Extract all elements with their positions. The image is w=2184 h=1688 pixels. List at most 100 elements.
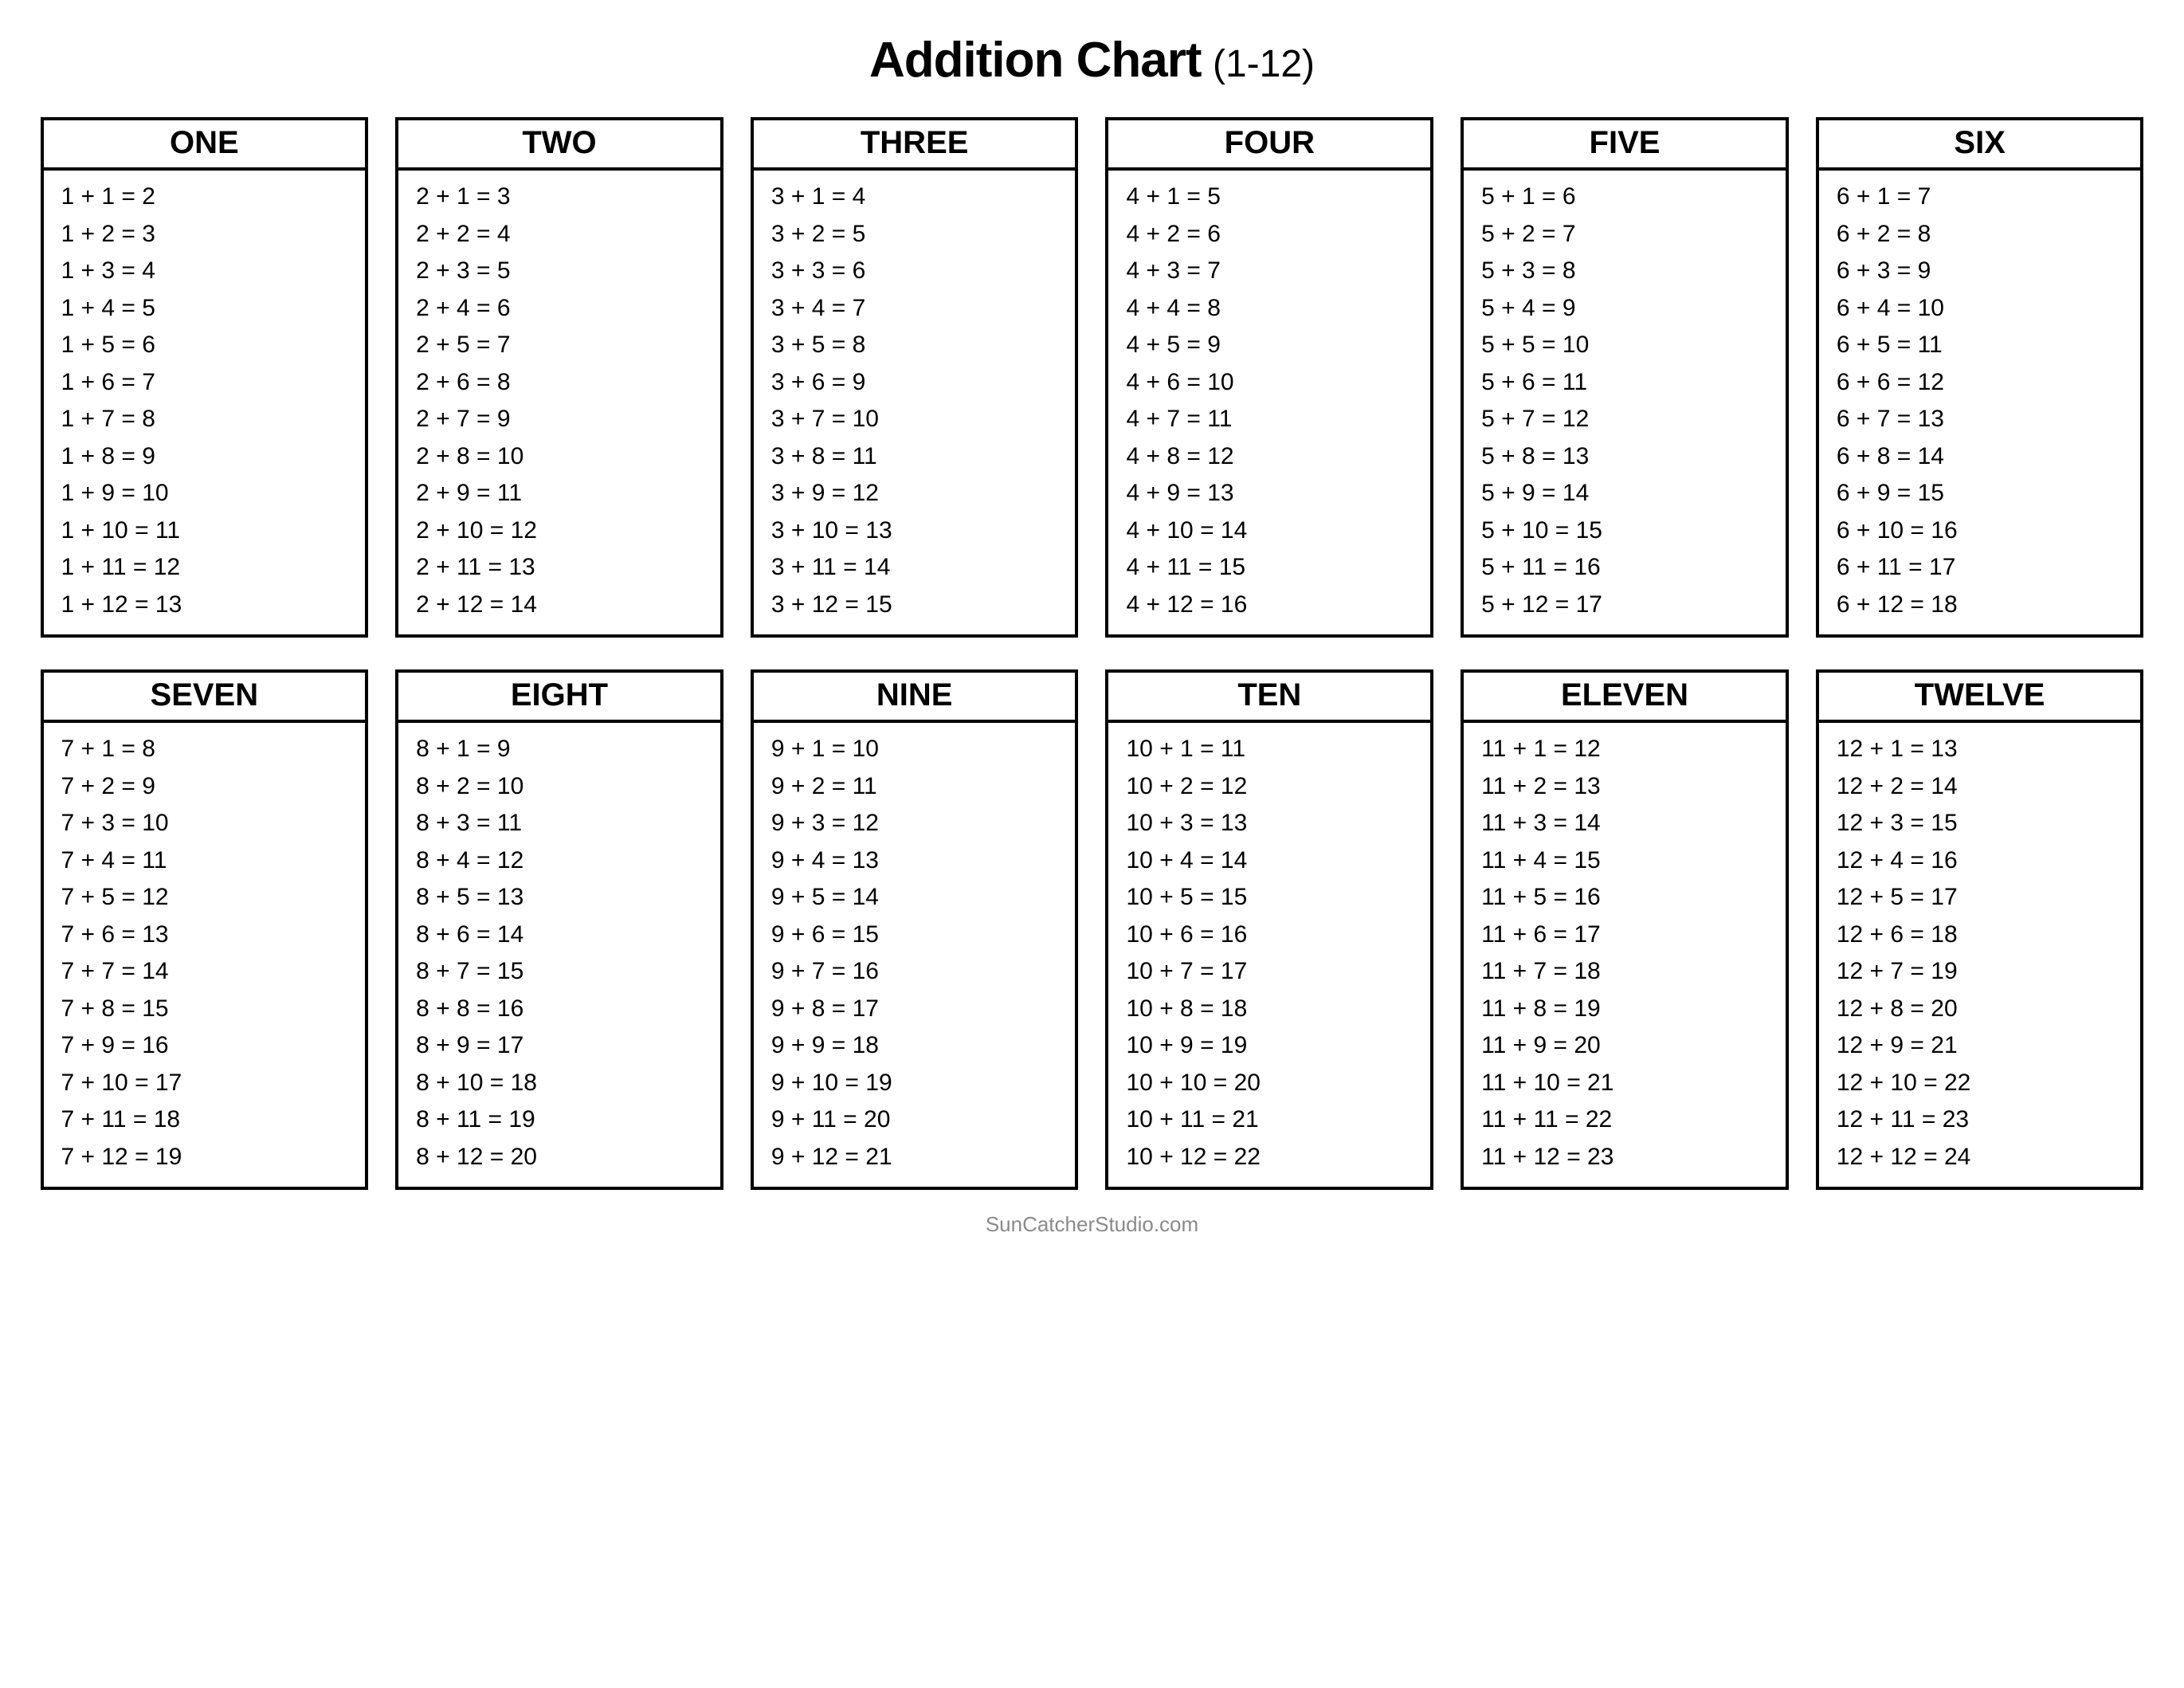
equation-row: 5 + 10 = 15 [1481, 512, 1771, 550]
equation-row: 11 + 10 = 21 [1481, 1065, 1771, 1102]
equation-row: 7 + 4 = 11 [61, 842, 351, 880]
equation-row: 4 + 2 = 6 [1126, 216, 1416, 253]
equation-row: 4 + 12 = 16 [1126, 587, 1416, 624]
addition-card-3: THREE3 + 1 = 43 + 2 = 53 + 3 = 63 + 4 = … [751, 117, 1079, 638]
equation-row: 11 + 1 = 12 [1481, 731, 1771, 768]
equation-row: 3 + 11 = 14 [771, 549, 1061, 587]
card-header: TEN [1108, 673, 1430, 723]
equation-row: 10 + 4 = 14 [1126, 842, 1416, 880]
addition-card-11: ELEVEN11 + 1 = 1211 + 2 = 1311 + 3 = 141… [1461, 669, 1789, 1190]
equation-row: 7 + 11 = 18 [61, 1101, 351, 1139]
equation-row: 1 + 11 = 12 [61, 549, 351, 587]
addition-card-6: SIX6 + 1 = 76 + 2 = 86 + 3 = 96 + 4 = 10… [1816, 117, 2144, 638]
equation-row: 8 + 3 = 11 [416, 805, 706, 842]
equation-row: 6 + 4 = 10 [1837, 290, 2127, 328]
equation-row: 9 + 1 = 10 [771, 731, 1061, 768]
equation-row: 4 + 11 = 15 [1126, 549, 1416, 587]
addition-card-5: FIVE5 + 1 = 65 + 2 = 75 + 3 = 85 + 4 = 9… [1461, 117, 1789, 638]
equation-row: 10 + 11 = 21 [1126, 1101, 1416, 1139]
equation-row: 8 + 7 = 15 [416, 953, 706, 991]
equation-row: 10 + 8 = 18 [1126, 991, 1416, 1028]
equation-row: 6 + 1 = 7 [1837, 179, 2127, 216]
addition-card-1: ONE1 + 1 = 21 + 2 = 31 + 3 = 41 + 4 = 51… [41, 117, 369, 638]
equation-row: 2 + 3 = 5 [416, 253, 706, 290]
equation-row: 12 + 2 = 14 [1837, 768, 2127, 806]
equation-row: 3 + 7 = 10 [771, 401, 1061, 438]
equation-row: 2 + 10 = 12 [416, 512, 706, 550]
equation-row: 3 + 3 = 6 [771, 253, 1061, 290]
equation-row: 12 + 1 = 13 [1837, 731, 2127, 768]
title-main: Addition Chart [869, 33, 1202, 88]
equation-row: 7 + 6 = 13 [61, 917, 351, 954]
equation-row: 6 + 7 = 13 [1837, 401, 2127, 438]
equation-row: 9 + 10 = 19 [771, 1065, 1061, 1102]
card-header: THREE [754, 120, 1076, 171]
equation-row: 3 + 2 = 5 [771, 216, 1061, 253]
equation-row: 1 + 5 = 6 [61, 327, 351, 364]
equation-row: 10 + 5 = 15 [1126, 879, 1416, 917]
card-header: FOUR [1108, 120, 1430, 171]
equation-row: 12 + 4 = 16 [1837, 842, 2127, 880]
equation-row: 12 + 11 = 23 [1837, 1101, 2127, 1139]
equation-row: 11 + 11 = 22 [1481, 1101, 1771, 1139]
equation-row: 7 + 3 = 10 [61, 805, 351, 842]
equation-row: 2 + 6 = 8 [416, 364, 706, 402]
equation-row: 5 + 2 = 7 [1481, 216, 1771, 253]
equation-row: 7 + 8 = 15 [61, 991, 351, 1028]
equation-row: 11 + 5 = 16 [1481, 879, 1771, 917]
equation-row: 10 + 10 = 20 [1126, 1065, 1416, 1102]
addition-card-10: TEN10 + 1 = 1110 + 2 = 1210 + 3 = 1310 +… [1105, 669, 1433, 1190]
equation-row: 9 + 2 = 11 [771, 768, 1061, 806]
equation-row: 4 + 5 = 9 [1126, 327, 1416, 364]
equation-row: 11 + 12 = 23 [1481, 1139, 1771, 1176]
equation-row: 2 + 8 = 10 [416, 438, 706, 476]
equation-row: 7 + 9 = 16 [61, 1027, 351, 1065]
equation-row: 8 + 2 = 10 [416, 768, 706, 806]
equation-row: 5 + 8 = 13 [1481, 438, 1771, 476]
card-header: FIVE [1464, 120, 1786, 171]
equation-row: 10 + 2 = 12 [1126, 768, 1416, 806]
equation-row: 8 + 1 = 9 [416, 731, 706, 768]
equation-row: 12 + 8 = 20 [1837, 991, 2127, 1028]
equation-row: 1 + 4 = 5 [61, 290, 351, 328]
title-sub: (1-12) [1213, 43, 1315, 85]
equation-row: 7 + 5 = 12 [61, 879, 351, 917]
card-header: TWELVE [1819, 673, 2141, 723]
equation-row: 2 + 11 = 13 [416, 549, 706, 587]
equation-row: 1 + 10 = 11 [61, 512, 351, 550]
card-body: 1 + 1 = 21 + 2 = 31 + 3 = 41 + 4 = 51 + … [44, 171, 366, 634]
card-body: 11 + 1 = 1211 + 2 = 1311 + 3 = 1411 + 4 … [1464, 723, 1786, 1187]
equation-row: 2 + 7 = 9 [416, 401, 706, 438]
equation-row: 3 + 5 = 8 [771, 327, 1061, 364]
equation-row: 7 + 12 = 19 [61, 1139, 351, 1176]
card-header: ONE [44, 120, 366, 171]
equation-row: 9 + 9 = 18 [771, 1027, 1061, 1065]
equation-row: 2 + 2 = 4 [416, 216, 706, 253]
footer-credit: SunCatcherStudio.com [986, 1212, 1198, 1237]
card-header: EIGHT [398, 673, 720, 723]
equation-row: 4 + 6 = 10 [1126, 364, 1416, 402]
equation-row: 6 + 3 = 9 [1837, 253, 2127, 290]
equation-row: 12 + 10 = 22 [1837, 1065, 2127, 1102]
equation-row: 3 + 10 = 13 [771, 512, 1061, 550]
equation-row: 5 + 1 = 6 [1481, 179, 1771, 216]
equation-row: 1 + 2 = 3 [61, 216, 351, 253]
equation-row: 6 + 6 = 12 [1837, 364, 2127, 402]
equation-row: 4 + 9 = 13 [1126, 475, 1416, 512]
equation-row: 11 + 6 = 17 [1481, 917, 1771, 954]
equation-row: 3 + 6 = 9 [771, 364, 1061, 402]
equation-row: 10 + 3 = 13 [1126, 805, 1416, 842]
equation-row: 6 + 10 = 16 [1837, 512, 2127, 550]
card-header: SEVEN [44, 673, 366, 723]
equation-row: 4 + 4 = 8 [1126, 290, 1416, 328]
card-body: 6 + 1 = 76 + 2 = 86 + 3 = 96 + 4 = 106 +… [1819, 171, 2141, 634]
equation-row: 11 + 3 = 14 [1481, 805, 1771, 842]
equation-row: 2 + 4 = 6 [416, 290, 706, 328]
equation-row: 1 + 8 = 9 [61, 438, 351, 476]
equation-row: 8 + 4 = 12 [416, 842, 706, 880]
equation-row: 8 + 11 = 19 [416, 1101, 706, 1139]
page-title-wrap: Addition Chart (1-12) [869, 32, 1315, 88]
equation-row: 8 + 9 = 17 [416, 1027, 706, 1065]
equation-row: 8 + 8 = 16 [416, 991, 706, 1028]
equation-row: 10 + 7 = 17 [1126, 953, 1416, 991]
